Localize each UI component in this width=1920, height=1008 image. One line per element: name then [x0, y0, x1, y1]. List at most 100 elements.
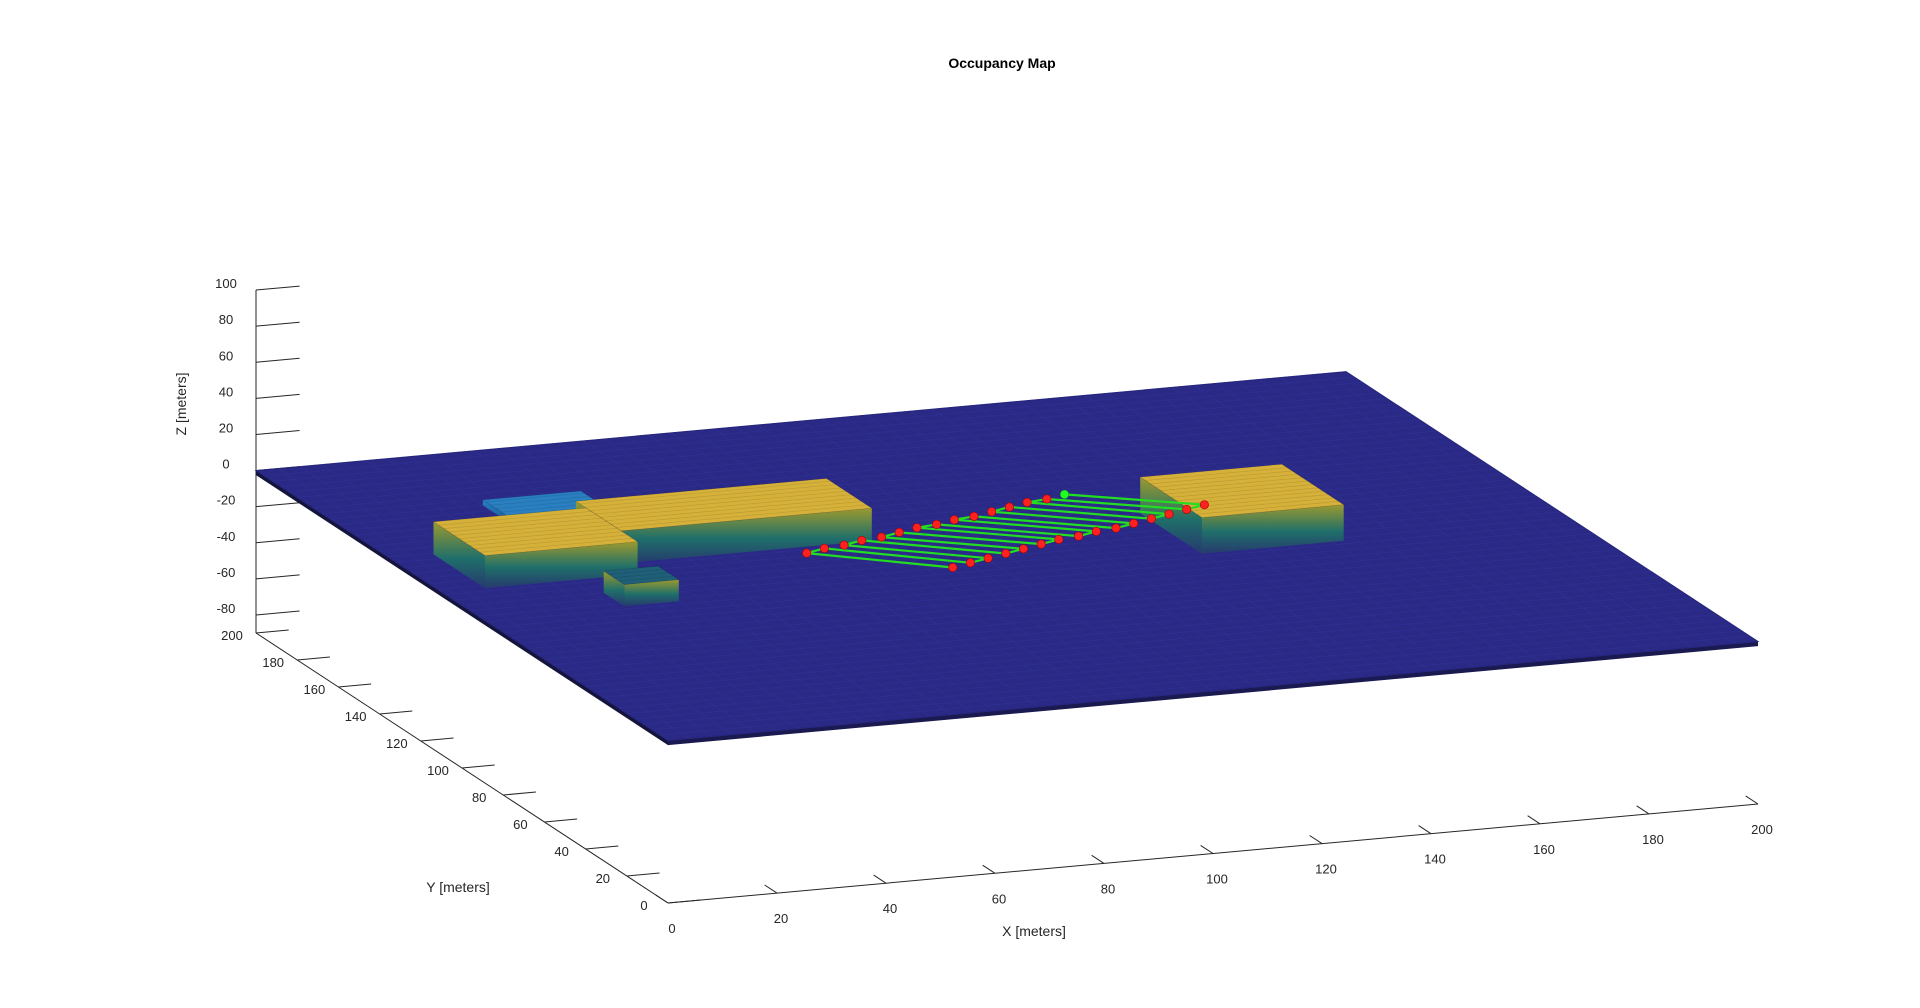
- mesh-line-x: [539, 444, 952, 716]
- obstacle-stripe: [615, 504, 867, 528]
- mesh-line-y: [536, 554, 1627, 655]
- mesh-line-y: [643, 625, 1734, 725]
- mesh-line-x: [386, 458, 799, 729]
- z-axis-label: Z [meters]: [173, 372, 189, 435]
- y-tick-label: 40: [554, 844, 568, 859]
- y-tick-label: 100: [427, 763, 449, 778]
- z-tick: [255, 574, 300, 580]
- obstacle-stripe: [619, 575, 674, 582]
- mesh-line-y: [618, 608, 1709, 709]
- path-waypoint: [1022, 497, 1032, 507]
- mesh-line-y: [667, 641, 1759, 741]
- path-waypoint: [969, 511, 979, 521]
- path-waypoint: [876, 532, 886, 542]
- mesh-line-x: [975, 404, 1388, 676]
- mesh-line-y: [527, 549, 1618, 650]
- x-tick-label: 20: [774, 911, 788, 926]
- mesh-line-x: [844, 416, 1257, 688]
- ground-side-front: [668, 641, 1758, 746]
- mesh-line-x: [321, 464, 734, 735]
- mesh-line-y: [577, 581, 1668, 682]
- z-tick: [255, 610, 300, 616]
- z-tick: [255, 429, 300, 435]
- obstacle-stripe: [448, 517, 602, 533]
- y-tick-label: 80: [472, 790, 486, 805]
- mesh-line-y: [659, 635, 1750, 736]
- mesh-line-x: [277, 468, 690, 739]
- path-waypoint: [948, 562, 958, 572]
- y-tick-label: 160: [304, 682, 326, 697]
- mesh-line-x: [909, 410, 1323, 682]
- obstacle-stripe: [1160, 477, 1303, 491]
- mesh-line-x: [1236, 381, 1650, 652]
- mesh-line-y: [593, 592, 1684, 693]
- mesh-line-y: [610, 603, 1701, 704]
- mesh-line-x: [1193, 385, 1606, 656]
- mesh-line-x: [517, 446, 930, 718]
- mesh-line-y: [635, 619, 1726, 720]
- obstacle-stripe: [595, 490, 847, 515]
- z-tick-label: -80: [217, 601, 236, 616]
- z-tick: [255, 502, 300, 508]
- z-tick: [255, 538, 300, 544]
- obstacle-stripe: [1145, 467, 1288, 481]
- mesh-line-y: [313, 409, 1404, 509]
- path-waypoint: [1199, 500, 1209, 510]
- mesh-line-x: [735, 426, 1148, 698]
- x-tick: [1091, 854, 1105, 864]
- obstacle-side-left: [603, 571, 625, 607]
- x-tick: [1636, 805, 1650, 815]
- y-tick-label: 60: [513, 817, 527, 832]
- z-tick: [255, 321, 300, 327]
- obstacle-stripe: [1196, 501, 1339, 515]
- mesh-line-x: [953, 406, 1366, 678]
- path-waypoint: [1074, 531, 1084, 541]
- path-waypoint: [932, 519, 942, 529]
- z-tick: [255, 285, 300, 291]
- path-waypoint: [819, 543, 829, 553]
- mesh-line-x: [1258, 379, 1671, 650]
- mesh-line-y: [272, 382, 1363, 482]
- y-tick: [379, 710, 413, 715]
- obstacle-top: [574, 478, 873, 532]
- y-tick-label: 0: [640, 898, 647, 913]
- obstacle-stripe: [443, 514, 597, 529]
- obstacle-stripe: [1155, 474, 1298, 488]
- mesh-line-x: [1302, 375, 1715, 646]
- obstacle-stripe: [579, 480, 831, 505]
- y-tick: [503, 791, 536, 796]
- path-waypoint: [1004, 502, 1014, 512]
- mesh-line-y: [305, 403, 1396, 504]
- mesh-line-y: [602, 598, 1693, 698]
- mesh-line-y: [486, 522, 1577, 623]
- mesh-line-y: [511, 538, 1602, 639]
- x-tick-label: 160: [1533, 842, 1555, 857]
- x-tick-label: 140: [1424, 852, 1446, 867]
- left-long-block: [432, 507, 639, 589]
- obstacle-stripe: [613, 572, 669, 579]
- obstacle-stripe: [1191, 497, 1334, 512]
- y-tick: [420, 737, 454, 742]
- obstacle-stripe: [610, 501, 862, 525]
- x-tick: [1200, 844, 1214, 854]
- x-tick-label: 100: [1206, 872, 1228, 887]
- mesh-line-y: [494, 527, 1585, 628]
- z-tick-label: -60: [217, 565, 236, 580]
- obstacle-side-front: [621, 508, 872, 564]
- path-waypoint: [1164, 509, 1174, 519]
- y-tick-label: 200: [221, 628, 243, 643]
- path-waypoint: [1018, 544, 1028, 554]
- obstacle-stripe: [474, 534, 628, 550]
- y-tick: [626, 872, 660, 877]
- path-waypoint: [802, 548, 812, 558]
- obstacle-stripe: [479, 538, 633, 553]
- path-waypoint: [965, 558, 975, 568]
- obstacle-stripe: [605, 497, 857, 522]
- obstacle-side-left: [433, 521, 485, 589]
- mesh-line-y: [544, 560, 1635, 660]
- mesh-line-x: [582, 440, 996, 712]
- mesh-line-y: [560, 571, 1651, 671]
- z-tick-label: -40: [217, 529, 236, 544]
- obstacle-stripe: [1150, 470, 1293, 485]
